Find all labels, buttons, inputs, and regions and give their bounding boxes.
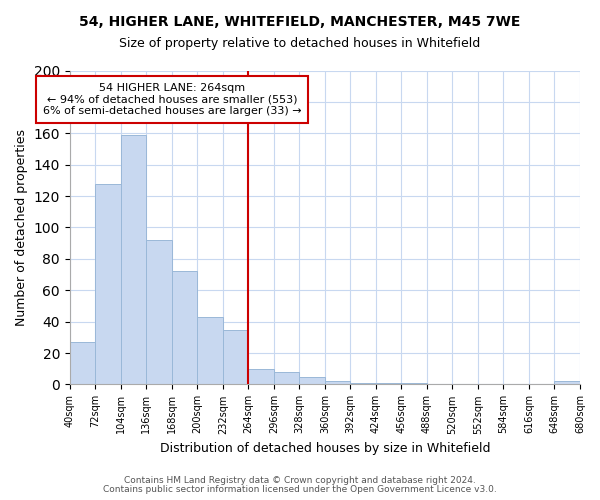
Bar	[554, 382, 580, 384]
Bar	[299, 376, 325, 384]
Y-axis label: Number of detached properties: Number of detached properties	[15, 129, 28, 326]
Text: Contains HM Land Registry data © Crown copyright and database right 2024.: Contains HM Land Registry data © Crown c…	[124, 476, 476, 485]
Bar	[146, 240, 172, 384]
Bar	[121, 135, 146, 384]
Bar	[172, 272, 197, 384]
Bar	[197, 317, 223, 384]
X-axis label: Distribution of detached houses by size in Whitefield: Distribution of detached houses by size …	[160, 442, 490, 455]
Bar	[376, 383, 401, 384]
Bar	[95, 184, 121, 384]
Bar	[223, 330, 248, 384]
Bar	[274, 372, 299, 384]
Text: Contains public sector information licensed under the Open Government Licence v3: Contains public sector information licen…	[103, 485, 497, 494]
Bar	[70, 342, 95, 384]
Bar	[401, 383, 427, 384]
Text: 54, HIGHER LANE, WHITEFIELD, MANCHESTER, M45 7WE: 54, HIGHER LANE, WHITEFIELD, MANCHESTER,…	[79, 15, 521, 29]
Bar	[248, 368, 274, 384]
Text: 54 HIGHER LANE: 264sqm
← 94% of detached houses are smaller (553)
6% of semi-det: 54 HIGHER LANE: 264sqm ← 94% of detached…	[43, 83, 301, 116]
Bar	[350, 383, 376, 384]
Text: Size of property relative to detached houses in Whitefield: Size of property relative to detached ho…	[119, 38, 481, 51]
Bar	[325, 382, 350, 384]
